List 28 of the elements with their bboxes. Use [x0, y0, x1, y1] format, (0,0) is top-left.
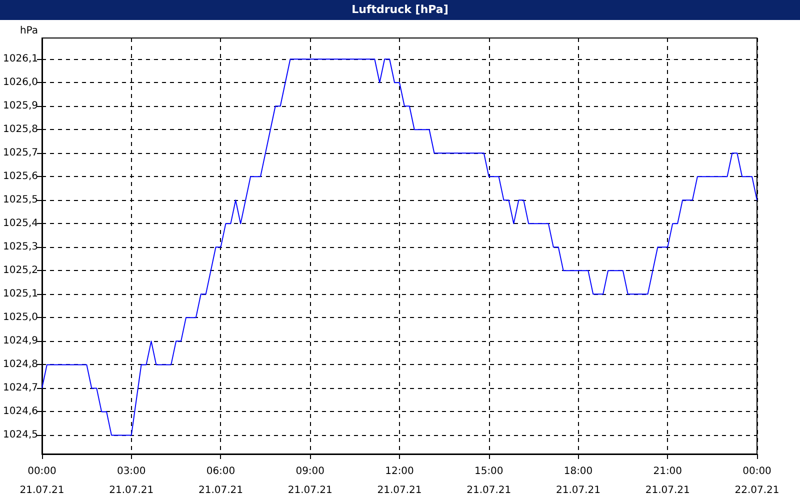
x-tick-label: 06:00 21.07.21 — [198, 466, 244, 496]
chart-title: Luftdruck [hPa] — [0, 0, 800, 20]
x-tick-label: 00:00 22.07.21 — [734, 466, 780, 496]
y-tick-label: 1024,8 — [2, 359, 38, 370]
y-tick-label: 1025,8 — [2, 124, 38, 136]
x-tick-label: 09:00 21.07.21 — [288, 466, 332, 496]
y-axis-title: hPa — [20, 26, 38, 36]
y-tick-label: 1025,1 — [2, 288, 38, 300]
y-tick-label: 1026,1 — [2, 54, 38, 65]
x-tick-label: 21:00 21.07.21 — [645, 466, 690, 496]
y-tick-label: 1025,7 — [2, 148, 38, 159]
y-tick-label: 1025,4 — [2, 218, 38, 230]
y-tick-label: 1024,6 — [2, 406, 38, 418]
x-tick-label: 15:00 21.07.21 — [466, 466, 512, 496]
x-tick-label: 18:00 21.07.21 — [556, 466, 601, 496]
x-tick-label: 12:00 21.07.21 — [377, 466, 422, 496]
y-tick-label: 1025,3 — [2, 242, 38, 253]
y-tick-label: 1025,6 — [2, 171, 38, 182]
y-tick-label: 1025,9 — [2, 100, 38, 112]
x-tick-label: 00:00 21.07.21 — [20, 466, 64, 496]
y-tick-label: 1024,5 — [2, 430, 38, 441]
y-tick-label: 1025,5 — [2, 194, 38, 206]
y-tick-label: 1024,9 — [2, 336, 38, 347]
y-tick-label: 1026,0 — [2, 77, 38, 88]
x-tick-label: 03:00 21.07.21 — [109, 466, 154, 496]
y-tick-label: 1024,7 — [2, 382, 38, 394]
y-tick-label: 1025,0 — [2, 312, 38, 324]
y-tick-label: 1025,2 — [2, 265, 38, 276]
